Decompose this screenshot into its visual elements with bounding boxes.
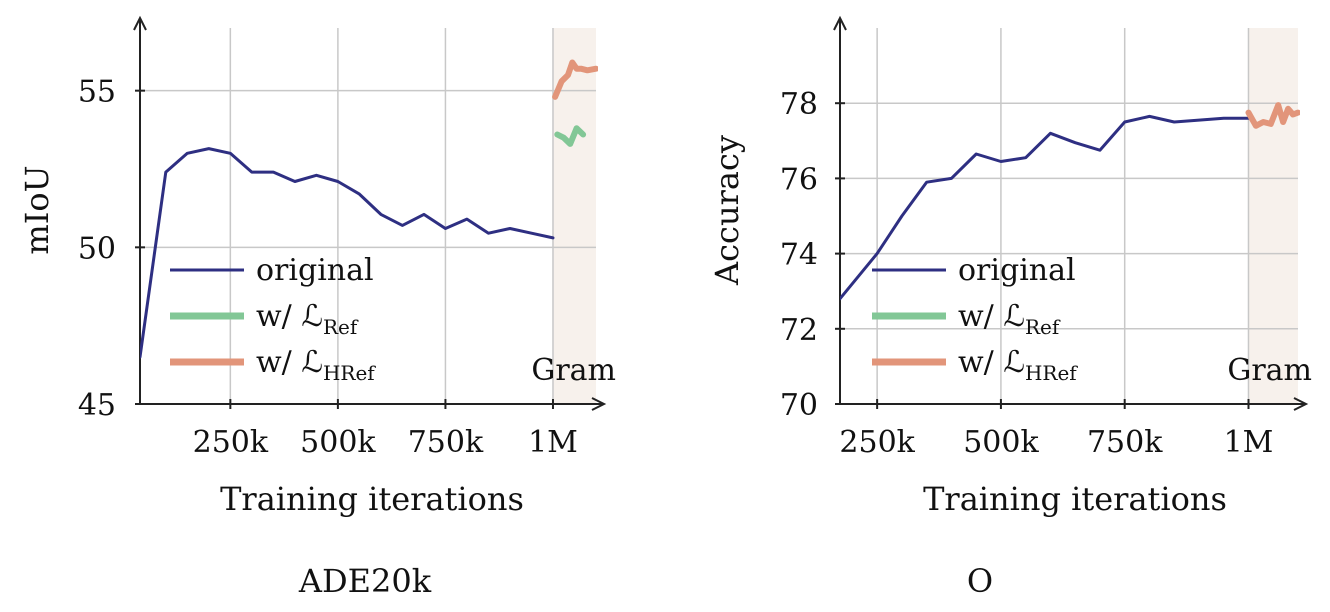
legend-label: original xyxy=(958,253,1076,288)
x-tick-label: 750k xyxy=(1087,425,1163,460)
legend-label-subscript: HRef xyxy=(323,361,376,385)
panel-caption: O xyxy=(967,562,993,600)
y-tick-label: 74 xyxy=(780,238,818,273)
y-axis-arrow xyxy=(133,15,147,31)
y-axis-label: mIoU xyxy=(18,165,56,254)
legend-label: original xyxy=(256,253,374,288)
y-tick-label: 55 xyxy=(78,75,116,110)
series-line-ref xyxy=(554,125,587,147)
x-tick-label: 250k xyxy=(193,425,269,460)
legend-label-subscript: HRef xyxy=(1025,361,1078,385)
x-axis-arrow xyxy=(1293,397,1309,411)
x-tick-label: 750k xyxy=(408,425,484,460)
shaded-region-label: Gram xyxy=(531,353,616,388)
legend-label: w/ ℒ xyxy=(958,345,1025,380)
y-tick-label: 45 xyxy=(78,388,116,423)
legend-entry: original xyxy=(256,253,374,288)
x-axis-label: Training iterations xyxy=(923,480,1227,518)
legend-entry: w/ ℒHRef xyxy=(256,345,376,385)
y-axis-arrow xyxy=(833,15,847,31)
legend-label: w/ ℒ xyxy=(256,345,323,380)
panel-caption: ADE20k xyxy=(298,562,432,600)
legend-entry: w/ ℒHRef xyxy=(958,345,1078,385)
legend-entry: w/ ℒRef xyxy=(958,299,1061,339)
series-line-original xyxy=(140,147,555,359)
chart-panel-1: 250k 500k 750k 1M 45 50 55 Training iterations m… xyxy=(18,15,616,600)
legend-entry: w/ ℒRef xyxy=(256,299,359,339)
x-tick-label: 250k xyxy=(839,425,915,460)
legend-label: w/ ℒ xyxy=(256,299,323,334)
x-tick-label: 500k xyxy=(300,425,376,460)
y-tick-label: 72 xyxy=(780,313,818,348)
x-tick-label: 500k xyxy=(963,425,1039,460)
y-tick-label: 76 xyxy=(780,162,818,197)
x-tick-label: 1M xyxy=(1224,425,1274,460)
series-line-original xyxy=(840,114,1250,301)
y-tick-label: 50 xyxy=(78,231,116,266)
y-tick-label: 70 xyxy=(780,388,818,423)
y-tick-label: 78 xyxy=(780,87,818,122)
x-axis-label: Training iterations xyxy=(220,480,524,518)
legend-entry: original xyxy=(958,253,1076,288)
x-axis-arrow xyxy=(591,397,607,411)
legend-label-subscript: Ref xyxy=(323,315,359,339)
chart-panel-2: 250k 500k 750k 1M 70 72 74 76 78 Training iterati… xyxy=(708,15,1312,600)
x-tick-label: 1M xyxy=(528,425,578,460)
legend-label-subscript: Ref xyxy=(1025,315,1061,339)
y-axis-label: Accuracy xyxy=(708,135,746,286)
series-line-href xyxy=(1245,102,1300,129)
shaded-region-label: Gram xyxy=(1227,353,1312,388)
shaded-region xyxy=(1248,28,1298,404)
legend-label: w/ ℒ xyxy=(958,299,1025,334)
series-line-href xyxy=(552,59,598,100)
